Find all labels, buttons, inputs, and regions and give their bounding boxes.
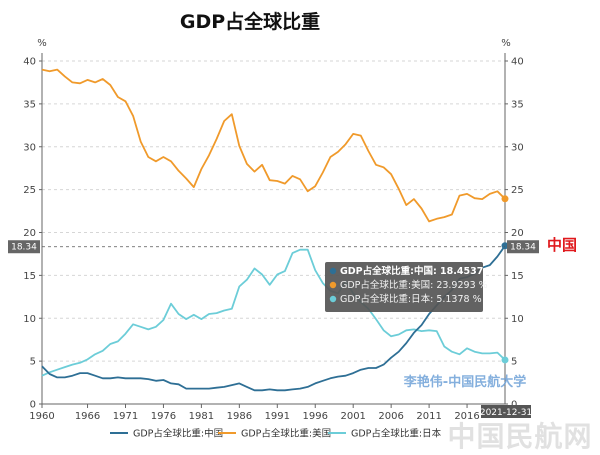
y-tick-label-right: 40 [511,57,524,68]
series-lines [41,68,509,392]
x-tick-label: 1966 [75,411,100,422]
x-tick-label: 1991 [265,411,290,422]
x-axis-ticks: 1960 1966 1971 1976 1981 1986 1991 1996 2001 2006… [29,404,480,422]
y-tick-label-right: 20 [511,228,524,239]
y-tick-label-left: 20 [23,228,36,239]
legend-label: GDP占全球比重:美国 [241,428,331,440]
date-badge: 2021-12-31 [480,408,532,418]
china-annotation: 中国 [547,236,577,254]
y-tick-label-right: 10 [511,314,524,325]
y-tick-label-right: 25 [511,185,524,196]
chart-title: GDP占全球比重 [180,10,320,33]
series-endpoint-0 [501,242,509,250]
tooltip-marker [329,281,337,289]
x-tick-label: 1960 [29,411,54,422]
gridlines [42,60,505,362]
y-tick-label-left: 15 [23,271,36,282]
pointer-crosshair: 18.34 18.34 [8,240,539,254]
y-unit-left: % [37,38,47,49]
tooltip-row: GDP占全球比重:美国: 23.9293 % [340,279,488,291]
tooltip-bg [325,262,483,312]
y-axis-left-ticks: 0 5 10 15 20 25 30 35 40 [23,57,42,411]
series-endpoint-2 [501,356,509,364]
x-tick-label: 2001 [340,411,365,422]
y-tick-label-left: 0 [30,400,36,411]
tooltip: GDP占全球比重:中国: 18.4537 % GDP占全球比重:美国: 23.92… [325,262,497,312]
y-unit-right: % [501,38,511,49]
x-tick-label: 2006 [378,411,403,422]
y-tick-label-left: 30 [23,142,36,153]
tooltip-row: GDP占全球比重:中国: 18.4537 % [340,265,497,277]
y-tick-label-right: 30 [511,142,524,153]
series-line-0 [41,245,506,392]
y-tick-label-left: 10 [23,314,36,325]
x-tick-label: 1986 [227,411,252,422]
y-tick-label-right: 15 [511,271,524,282]
author-watermark: 李艳伟-中国民航大学 [403,374,526,390]
tooltip-marker [329,267,337,275]
logo-watermark: 中国民航网 [447,420,592,453]
pointer-label-left-bg [8,240,40,254]
pointer-label-right-bg [507,240,539,254]
legend-label: GDP占全球比重:中国 [133,428,223,440]
y-tick-label-left: 40 [23,57,36,68]
y-tick-label-right: 35 [511,99,524,110]
date-badge-bg [481,405,531,418]
y-tick-label-left: 35 [23,99,36,110]
x-tick-label: 1971 [113,411,138,422]
axes [41,53,506,405]
tooltip-marker [329,295,337,303]
pointer-label-right: 18.34 [510,243,536,253]
x-tick-label: 2011 [416,411,441,422]
series-line-2 [41,248,506,377]
legend-label: GDP占全球比重:日本 [351,428,442,440]
series-line-1 [41,68,506,223]
x-tick-label: 1996 [303,411,328,422]
legend: GDP占全球比重:中国 GDP占全球比重:美国 GDP占全球比重:日本 [110,428,442,440]
y-tick-label-left: 5 [30,357,36,368]
x-tick-label: 2016 [454,411,479,422]
y-tick-label-left: 25 [23,185,36,196]
tooltip-row: GDP占全球比重:日本: 5.1378 % [340,293,482,305]
x-tick-label: 1981 [189,411,214,422]
pointer-label-left: 18.34 [11,243,37,253]
y-tick-label-right: 5 [511,357,517,368]
x-tick-label: 1976 [151,411,176,422]
series-endpoint-1 [501,195,509,203]
